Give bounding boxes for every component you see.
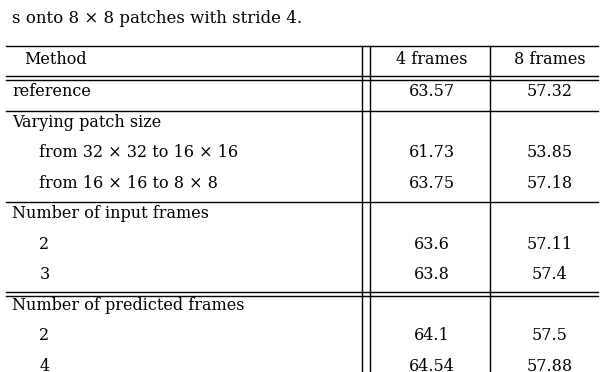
Text: 57.18: 57.18 [527,175,573,192]
Text: 64.54: 64.54 [409,358,455,372]
Text: 53.85: 53.85 [527,144,573,161]
Text: 61.73: 61.73 [409,144,455,161]
Text: Method: Method [24,51,87,68]
Text: 63.75: 63.75 [409,175,455,192]
Text: 4 frames: 4 frames [396,51,467,68]
Text: 2: 2 [39,327,50,344]
Text: 63.8: 63.8 [414,266,450,283]
Text: 63.57: 63.57 [409,83,455,100]
Text: 57.5: 57.5 [532,327,568,344]
Text: reference: reference [12,83,91,100]
Text: Number of predicted frames: Number of predicted frames [12,297,245,314]
Text: 57.32: 57.32 [527,83,573,100]
Text: 64.1: 64.1 [414,327,450,344]
Text: 57.4: 57.4 [532,266,568,283]
Text: 57.88: 57.88 [527,358,573,372]
Text: 3: 3 [39,266,50,283]
Text: from 32 × 32 to 16 × 16: from 32 × 32 to 16 × 16 [39,144,239,161]
Text: 2: 2 [39,236,50,253]
Text: Number of input frames: Number of input frames [12,205,209,222]
Text: 57.11: 57.11 [527,236,573,253]
Text: 4: 4 [39,358,50,372]
Text: 8 frames: 8 frames [514,51,585,68]
Text: 63.6: 63.6 [414,236,450,253]
Text: s onto 8 × 8 patches with stride 4.: s onto 8 × 8 patches with stride 4. [12,10,302,27]
Text: Varying patch size: Varying patch size [12,114,161,131]
Text: from 16 × 16 to 8 × 8: from 16 × 16 to 8 × 8 [39,175,218,192]
